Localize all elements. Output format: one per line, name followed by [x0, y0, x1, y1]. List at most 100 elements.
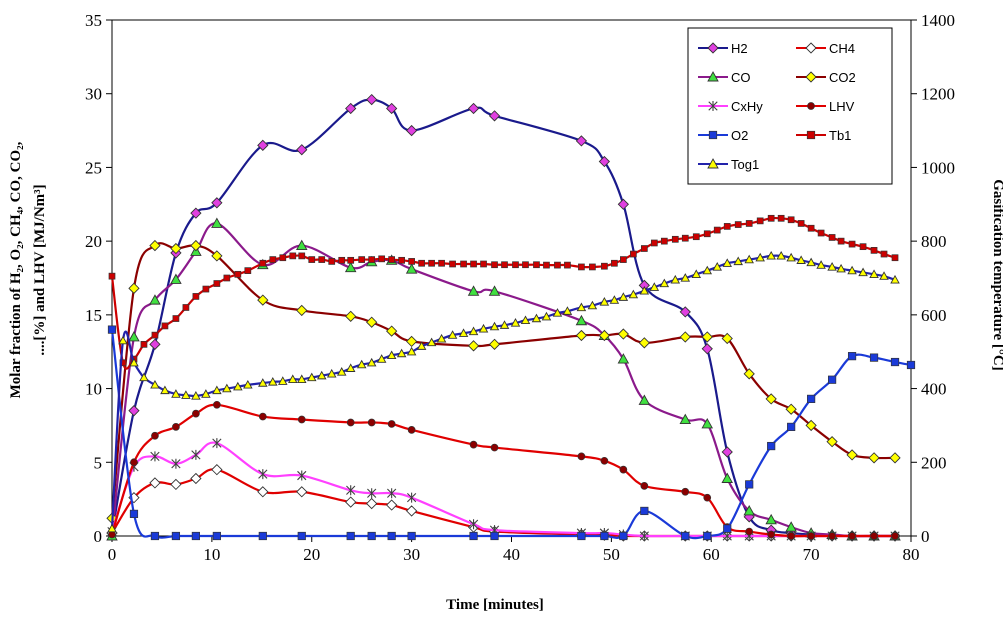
data-point-tog1 [618, 292, 629, 301]
data-point-ch4 [170, 478, 182, 491]
x-tick-label: 80 [903, 545, 920, 564]
data-point-tb1 [807, 224, 815, 232]
legend-marker-ch4 [805, 42, 817, 54]
data-point-co [638, 394, 651, 405]
data-point-o2 [469, 531, 478, 541]
data-point-tb1 [491, 261, 498, 269]
data-point-tb1 [328, 258, 336, 265]
data-point-tog1 [406, 346, 417, 356]
data-point-co2 [617, 328, 629, 340]
data-point-tog1 [478, 323, 489, 333]
data-point-tog1 [858, 267, 868, 277]
data-point-tb1 [279, 254, 287, 262]
data-point-h2 [257, 139, 269, 151]
data-point-tog1 [499, 320, 510, 329]
y-left-tick-label: 20 [85, 232, 102, 251]
data-point-tog1 [458, 328, 469, 337]
x-tick-label: 50 [603, 545, 620, 564]
data-point-lhv [787, 532, 796, 540]
data-point-tog1 [639, 285, 650, 295]
y-left-tick-label: 35 [85, 11, 102, 30]
data-point-h2 [345, 102, 357, 115]
data-point-tog1 [356, 359, 367, 369]
data-point-tb1 [880, 250, 888, 258]
data-point-tog1 [336, 367, 347, 376]
data-point-tb1 [767, 214, 775, 222]
data-point-tog1 [396, 348, 407, 358]
data-point-cxhy [387, 488, 397, 499]
data-point-tb1 [428, 259, 435, 267]
series-o2 [107, 325, 916, 541]
data-point-tog1 [107, 523, 117, 533]
data-point-h2 [149, 338, 161, 350]
data-point-co [467, 285, 480, 296]
legend-marker-o2 [708, 130, 718, 140]
legend-marker-lhv [807, 102, 815, 110]
data-point-lhv [891, 532, 899, 540]
legend-marker-tog1 [707, 158, 719, 169]
data-point-tb1 [703, 230, 711, 238]
data-point-tog1 [890, 274, 900, 284]
y-right-tick-label: 400 [921, 380, 947, 399]
data-point-tog1 [609, 295, 620, 304]
data-point-co2 [488, 338, 501, 350]
legend-marker-cxhy [708, 101, 718, 111]
data-point-tog1 [345, 363, 356, 372]
data-point-o2 [681, 531, 690, 541]
data-point-tog1 [201, 389, 211, 398]
legend-label-co2: CO2 [829, 70, 856, 85]
data-point-tb1 [891, 254, 899, 262]
data-point-co [679, 413, 692, 424]
legend-label-lhv: LHV [829, 99, 855, 114]
y-right-tick-label: 600 [921, 306, 947, 325]
data-point-lhv [767, 530, 776, 539]
series-line-o2 [110, 329, 912, 540]
data-point-tb1 [460, 260, 467, 268]
data-point-co [488, 285, 501, 296]
data-point-tog1 [510, 318, 521, 327]
data-point-tog1 [171, 389, 181, 398]
data-point-tog1 [587, 300, 598, 310]
data-point-tog1 [733, 256, 743, 266]
data-point-lhv [469, 440, 478, 449]
data-point-lhv [848, 532, 856, 540]
data-point-lhv [130, 458, 138, 467]
data-point-tb1 [640, 245, 648, 252]
data-point-tb1 [213, 280, 221, 287]
data-point-tb1 [723, 223, 731, 230]
data-point-tb1 [202, 285, 210, 293]
data-point-tb1 [660, 237, 668, 245]
data-point-tog1 [150, 379, 160, 389]
data-point-cxhy [297, 470, 307, 481]
data-point-co [721, 472, 733, 483]
data-point-lhv [490, 443, 499, 452]
y-left-tick-label: 25 [85, 158, 102, 177]
data-point-tog1 [160, 385, 170, 395]
data-point-tb1 [745, 220, 753, 227]
data-point-tog1 [258, 378, 268, 387]
data-point-co2 [386, 325, 398, 337]
data-point-h2 [598, 155, 611, 168]
legend-label-co: CO [731, 70, 751, 85]
data-point-o2 [297, 531, 306, 541]
data-point-tog1 [416, 341, 427, 350]
x-tick-label: 10 [203, 545, 220, 564]
data-point-h2 [679, 306, 691, 318]
data-point-lhv [577, 452, 586, 461]
series-line-ch4 [111, 468, 896, 538]
data-point-co2 [575, 329, 588, 342]
data-point-co2 [846, 449, 858, 461]
legend-marker-co [707, 71, 719, 82]
data-point-co2 [785, 403, 797, 415]
data-point-tog1 [316, 370, 327, 380]
y-right-tick-label: 800 [921, 232, 947, 251]
data-point-co2 [721, 332, 733, 345]
series-line-lhv [110, 403, 896, 538]
data-point-o2 [407, 531, 416, 541]
data-point-tb1 [182, 304, 190, 311]
data-point-co2 [805, 419, 817, 432]
data-point-cxhy [258, 469, 268, 480]
data-point-tb1 [589, 263, 596, 271]
data-point-tog1 [649, 282, 660, 291]
